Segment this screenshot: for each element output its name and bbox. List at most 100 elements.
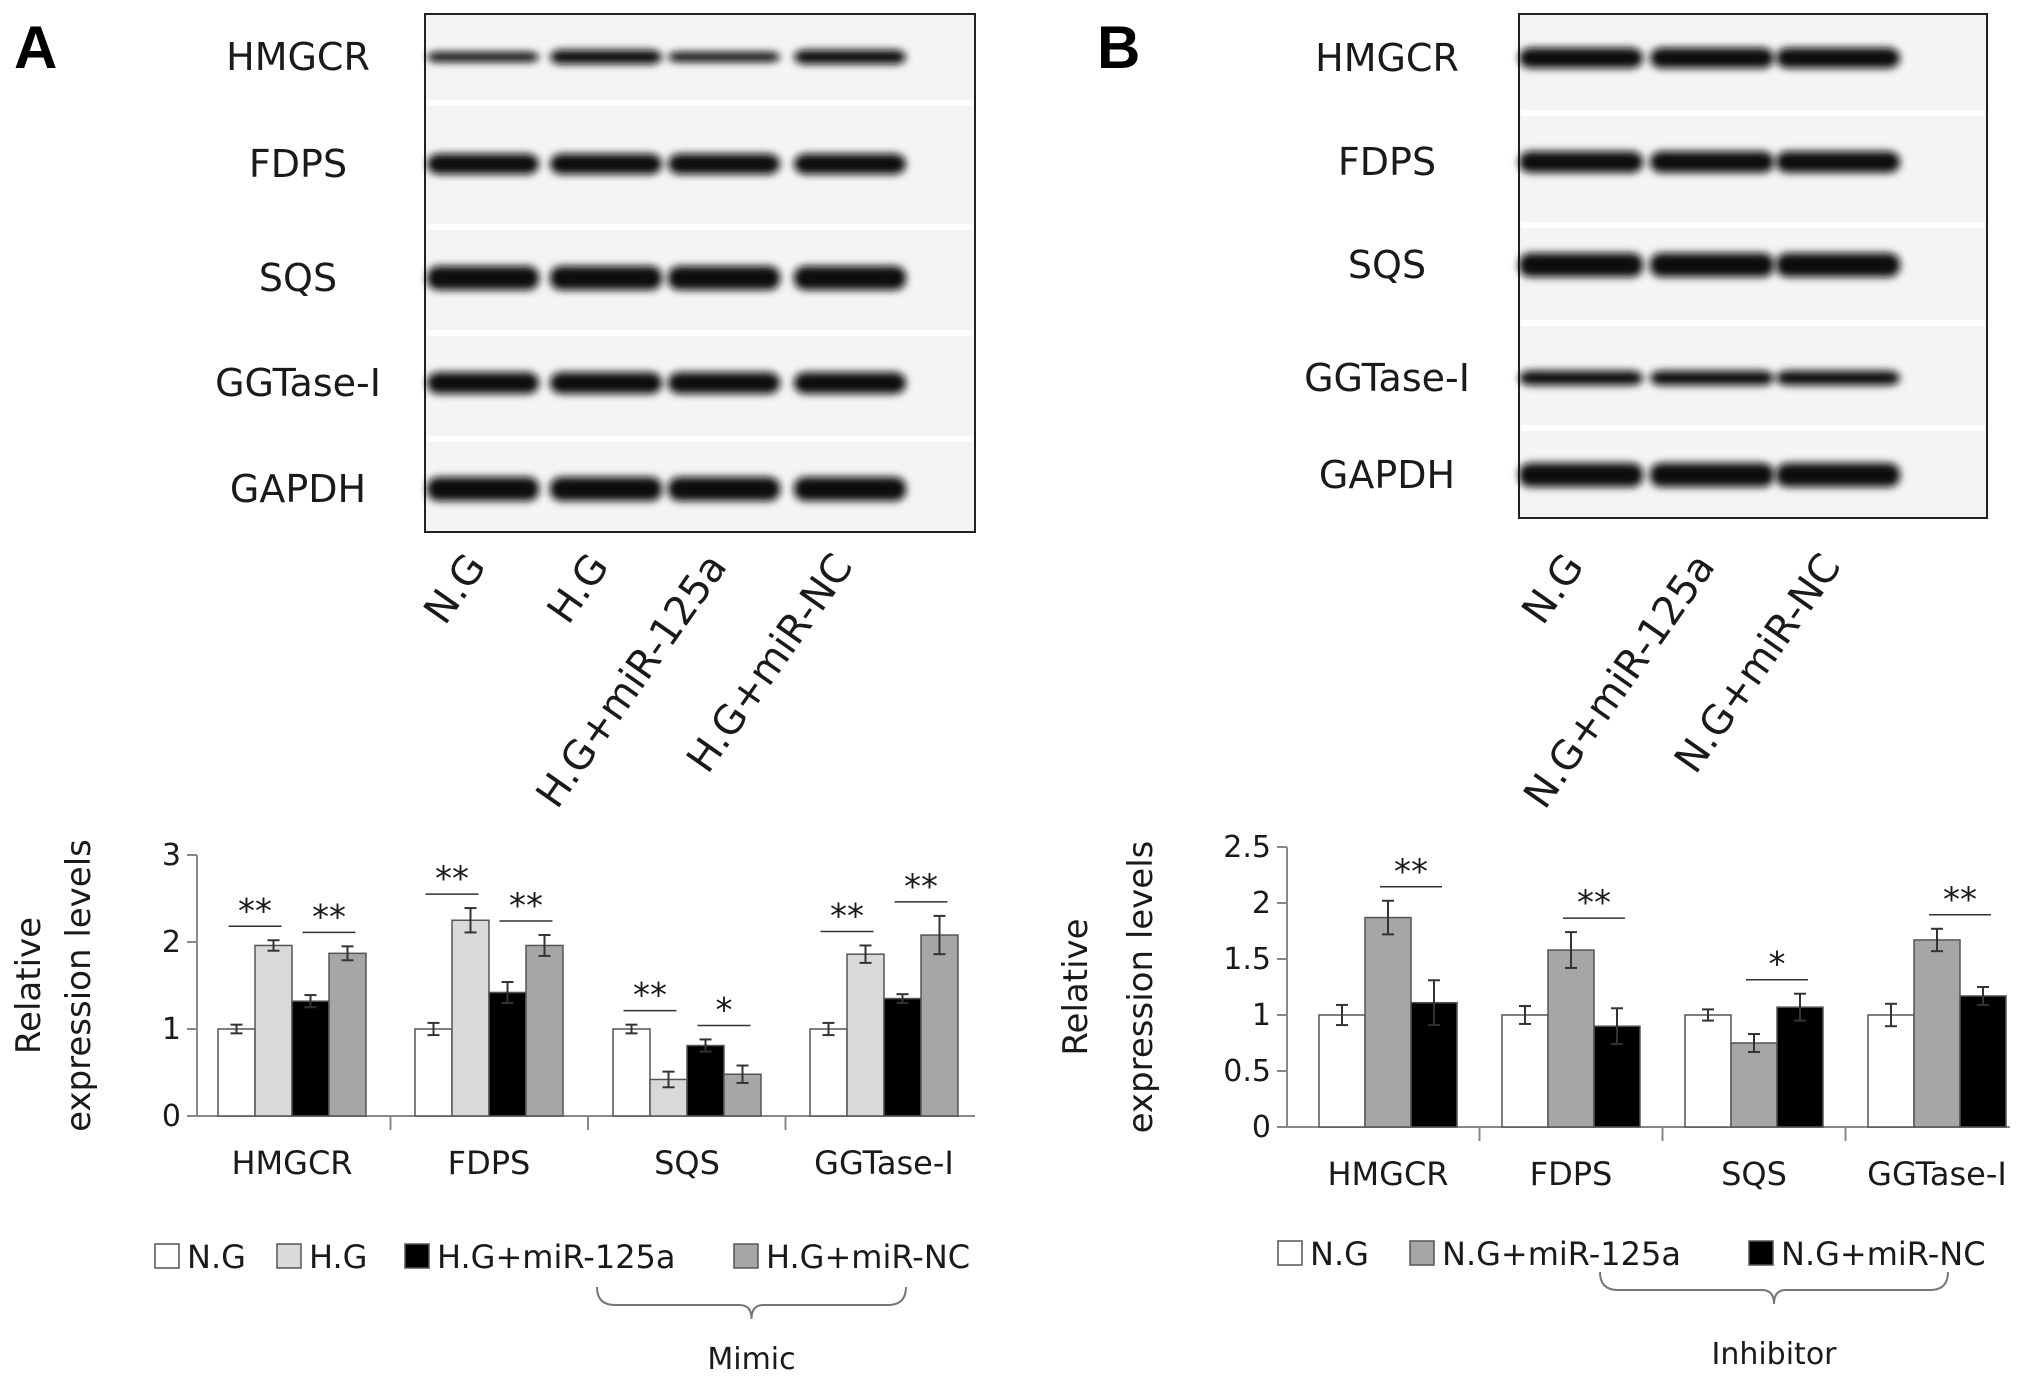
y-tick-label: 1 bbox=[1252, 998, 1271, 1033]
blot-label-ggtase-i: GGTase-I bbox=[1304, 356, 1470, 400]
bar-h-g-ggtase-i bbox=[846, 953, 885, 1117]
error-bar-n-g-mir-nc-fdps bbox=[1611, 1007, 1623, 1046]
legend-item-n-g-mir-nc: N.G+miR-NC bbox=[1748, 1235, 1986, 1273]
blot-band bbox=[1776, 47, 1900, 69]
blot-band bbox=[550, 477, 662, 501]
significance-label: ** bbox=[435, 859, 469, 899]
error-bar-n-g-mir-125a-sqs bbox=[1748, 1033, 1760, 1053]
significance-label: ** bbox=[1943, 880, 1977, 920]
category-label-hmgcr: HMGCR bbox=[1327, 1155, 1448, 1193]
bar-n-g-hmgcr bbox=[1318, 1014, 1366, 1128]
y-tick-label: 2.5 bbox=[1223, 830, 1271, 865]
blot-strip-gap bbox=[1521, 110, 1985, 116]
bar-n-g-mir-125a-hmgcr bbox=[1364, 916, 1412, 1128]
error-bar-n-g-fdps bbox=[1519, 1005, 1531, 1025]
error-bar-h-g-mir-125a-hmgcr bbox=[304, 994, 317, 1009]
blot-band bbox=[427, 266, 539, 290]
y-tick-label: 2 bbox=[162, 925, 181, 960]
blot-band bbox=[427, 372, 539, 394]
blot-band bbox=[427, 153, 539, 175]
blot-strip-gap bbox=[427, 436, 973, 442]
panel-letter-b: B bbox=[1097, 14, 1140, 81]
blot-band bbox=[550, 153, 662, 175]
bar-n-g-sqs bbox=[1684, 1014, 1732, 1128]
lane-label-h-g: H.G bbox=[539, 546, 619, 632]
legend-swatch bbox=[1277, 1240, 1303, 1266]
significance-label: ** bbox=[1577, 883, 1611, 923]
lane-label-n-g: N.G bbox=[415, 546, 495, 633]
error-bar-h-g-mir-nc-ggtase-i bbox=[933, 914, 946, 956]
y-tick-label: 2 bbox=[1252, 886, 1271, 921]
legend-bracket bbox=[596, 1286, 907, 1320]
blot-band bbox=[1776, 370, 1900, 386]
bar-h-g-mir-nc-ggtase-i bbox=[920, 934, 959, 1117]
error-bar-h-g-sqs bbox=[662, 1070, 675, 1089]
legend-label: H.G+miR-125a bbox=[437, 1238, 676, 1276]
bar-h-g-mir-125a-fdps bbox=[488, 991, 527, 1117]
bar-n-g-mir-nc-ggtase-i bbox=[1959, 995, 2007, 1128]
legend-item-h-g-mir-125a: H.G+miR-125a bbox=[404, 1238, 676, 1276]
legend-item-n-g: N.G bbox=[1277, 1235, 1369, 1273]
blot-band bbox=[427, 51, 539, 63]
blot-strip-gap bbox=[427, 224, 973, 230]
y-tick-label: 0 bbox=[162, 1099, 181, 1134]
category-label-sqs: SQS bbox=[1721, 1155, 1787, 1193]
blot-band bbox=[1650, 253, 1774, 277]
significance-label: * bbox=[716, 990, 733, 1030]
y-tick-label: 1 bbox=[162, 1012, 181, 1047]
error-bar-h-g-mir-125a-fdps bbox=[501, 981, 514, 1004]
blot-label-gapdh: GAPDH bbox=[230, 467, 366, 511]
error-bar-h-g-mir-nc-hmgcr bbox=[341, 945, 354, 962]
legend-item-n-g: N.G bbox=[154, 1238, 246, 1276]
blot-band bbox=[1776, 463, 1900, 487]
significance-label: ** bbox=[830, 896, 864, 936]
error-bar-h-g-fdps bbox=[464, 907, 477, 934]
significance-label: ** bbox=[904, 867, 938, 907]
blot-band bbox=[550, 372, 662, 394]
blot-band bbox=[1776, 151, 1900, 173]
bracket-label: Inhibitor bbox=[1711, 1337, 1837, 1372]
blot-label-hmgcr: HMGCR bbox=[1315, 36, 1459, 80]
blot-band bbox=[1519, 47, 1643, 69]
blot-band bbox=[668, 51, 780, 63]
significance-label: ** bbox=[1394, 852, 1428, 892]
legend-label: N.G+miR-125a bbox=[1442, 1235, 1681, 1273]
bar-n-g-fdps bbox=[414, 1028, 453, 1117]
blot-band bbox=[794, 49, 906, 65]
legend-swatch bbox=[154, 1243, 180, 1269]
blot-label-sqs: SQS bbox=[259, 256, 337, 300]
bar-h-g-mir-nc-hmgcr bbox=[328, 952, 367, 1117]
blot-strip-gap bbox=[1521, 320, 1985, 326]
blot-band bbox=[1776, 253, 1900, 277]
error-bar-h-g-hmgcr bbox=[267, 939, 280, 952]
blot-label-fdps: FDPS bbox=[1338, 140, 1436, 184]
bar-n-g-ggtase-i bbox=[809, 1028, 848, 1117]
legend-item-n-g-mir-125a: N.G+miR-125a bbox=[1409, 1235, 1681, 1273]
blot-strip-gap bbox=[427, 330, 973, 336]
bar-chart-a: 0 1 2 3 Relative expression levels HMGCR FDPS SQ… bbox=[9, 838, 975, 1377]
western-blot-b: HMGCRFDPSSQSGGTase-IGAPDHN.GN.G+miR-125a… bbox=[1304, 13, 1988, 817]
legend-label: N.G+miR-NC bbox=[1781, 1235, 1986, 1273]
blot-band bbox=[794, 153, 906, 175]
error-bar-n-g-mir-125a-hmgcr bbox=[1382, 899, 1394, 936]
significance-label: ** bbox=[238, 891, 272, 931]
error-bar-h-g-mir-125a-ggtase-i bbox=[896, 993, 909, 1004]
error-bar-h-g-ggtase-i bbox=[859, 944, 872, 964]
y-tick-label: 1.5 bbox=[1223, 942, 1271, 977]
error-bar-h-g-mir-nc-fdps bbox=[538, 934, 551, 957]
legend-swatch bbox=[733, 1243, 759, 1269]
bar-n-g-mir-125a-sqs bbox=[1730, 1042, 1778, 1128]
panel-letter-a: A bbox=[14, 14, 57, 81]
error-bar-n-g-hmgcr bbox=[1336, 1003, 1348, 1027]
y-axis-title: Relative bbox=[9, 917, 49, 1054]
blot-band bbox=[668, 372, 780, 394]
blot-band bbox=[427, 477, 539, 501]
blot-band bbox=[550, 266, 662, 290]
significance-label: ** bbox=[509, 886, 543, 926]
significance-label: ** bbox=[633, 976, 667, 1016]
blot-label-fdps: FDPS bbox=[249, 142, 347, 186]
blot-label-hmgcr: HMGCR bbox=[226, 35, 370, 79]
bar-n-g-mir-125a-ggtase-i bbox=[1913, 939, 1961, 1128]
blot-band bbox=[1650, 370, 1774, 386]
